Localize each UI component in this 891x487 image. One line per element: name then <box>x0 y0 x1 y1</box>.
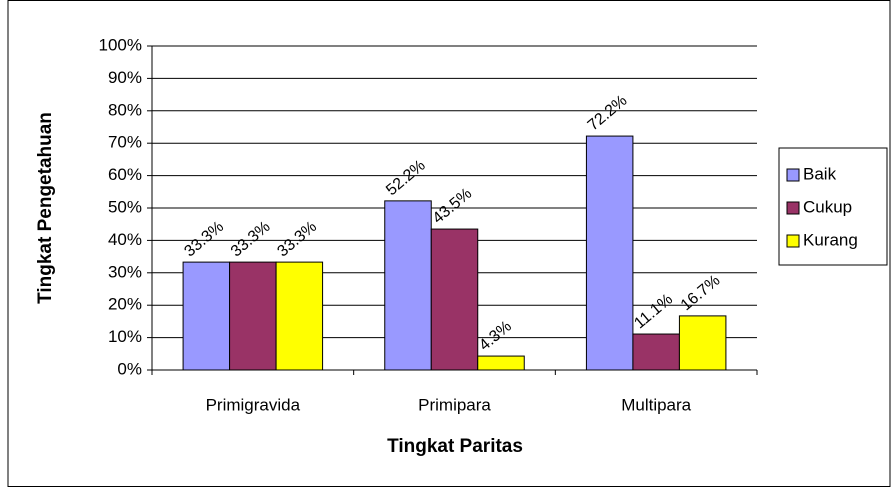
bar <box>182 261 231 371</box>
y-tick-label: 40% <box>108 230 142 249</box>
x-axis-title: Tingkat Paritas <box>387 436 523 457</box>
y-tick-label: 90% <box>108 68 142 87</box>
y-tick-label: 100% <box>99 35 142 54</box>
bar <box>430 228 479 371</box>
bar <box>229 261 277 371</box>
y-axis-title: Tingkat Pengetahuan <box>35 112 56 304</box>
legend-swatch <box>786 234 800 248</box>
bar <box>384 200 432 371</box>
y-tick-label: 0% <box>117 359 142 378</box>
legend-swatch <box>786 168 800 182</box>
bar <box>275 261 324 371</box>
x-tick-label: Primipara <box>418 395 491 414</box>
legend-label: Cukup <box>803 197 852 216</box>
bar <box>585 135 634 371</box>
bar <box>477 355 525 371</box>
y-tick-label: 80% <box>108 100 142 119</box>
y-tick-label: 60% <box>108 165 142 184</box>
bar <box>632 333 680 371</box>
legend-swatch <box>786 201 800 215</box>
legend-label: Kurang <box>803 230 858 249</box>
y-tick-label: 20% <box>108 295 142 314</box>
bar <box>678 315 727 371</box>
x-tick-label: Primigravida <box>206 395 301 414</box>
y-tick-label: 30% <box>108 262 142 281</box>
y-tick-label: 50% <box>108 197 142 216</box>
y-tick-label: 70% <box>108 133 142 152</box>
y-tick-label: 10% <box>108 327 142 346</box>
legend-label: Baik <box>803 164 837 183</box>
x-tick-label: Multipara <box>621 395 691 414</box>
